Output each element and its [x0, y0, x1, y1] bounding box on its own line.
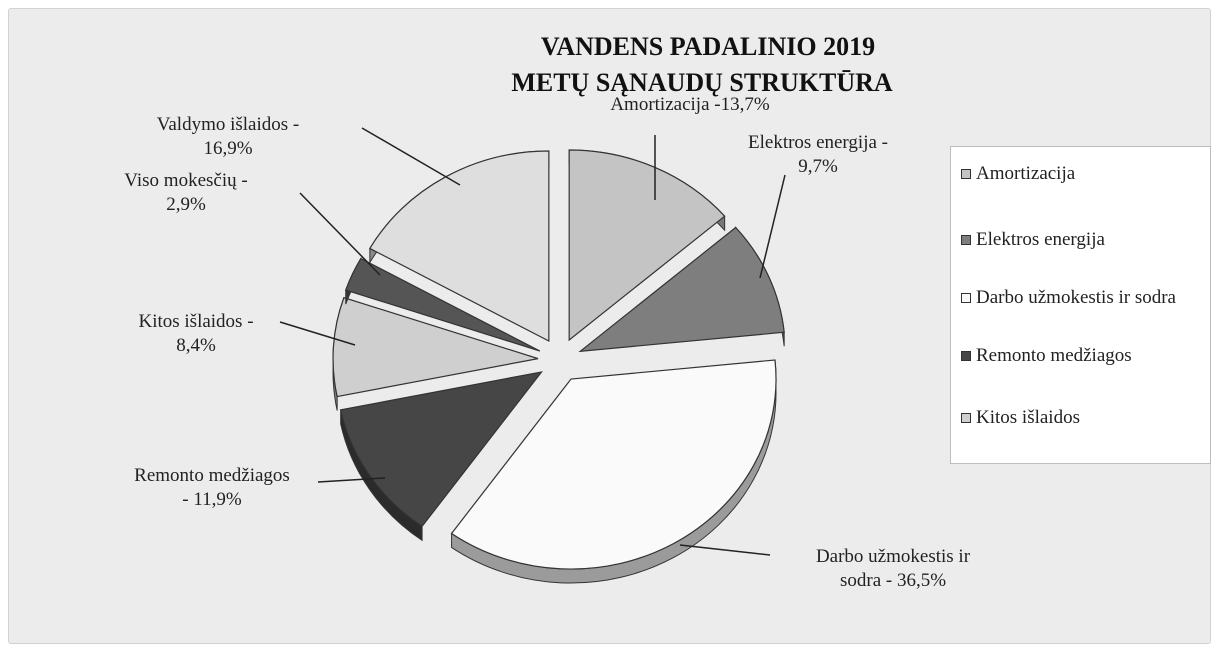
pie-slice-valdymo [368, 150, 550, 343]
legend-label: Kitos išlaidos [976, 407, 1080, 428]
pie-slice-top-kitos [332, 296, 539, 398]
slice-label-kitos: Kitos išlaidos -8,4% [138, 311, 253, 356]
pie-slice-top-elektros [578, 226, 785, 353]
legend-swatch [961, 293, 971, 303]
leader-line-kitos [279, 321, 356, 346]
legend-item: Kitos išlaidos [961, 405, 1206, 431]
chart-title-line-2: METŲ SĄNAUDŲ STRUKTŪRA [511, 68, 893, 97]
legend-swatch [961, 235, 971, 245]
chart-title: VANDENS PADALINIO 2019 METŲ SĄNAUDŲ STRU… [511, 32, 893, 97]
pie-slice-remonto [339, 371, 543, 542]
pie-slice-amortizacija [568, 149, 726, 342]
legend-label: Remonto medžiagos [976, 345, 1132, 366]
slice-labels: Amortizacija -13,7% Elektros energija -9,… [124, 94, 970, 591]
slice-label-remonto: Remonto medžiagos - 11,9% [134, 465, 290, 510]
legend-label: Elektros energija [976, 229, 1105, 250]
pie-slice-top-viso [344, 257, 541, 352]
chart-title-line-1: VANDENS PADALINIO 2019 [541, 32, 875, 61]
pie-slices [332, 149, 785, 584]
legend-item: Amortizacija [961, 161, 1206, 187]
leader-line-viso [299, 192, 381, 276]
legend-item: Remonto medžiagos [961, 343, 1206, 369]
legend-label: Darbo užmokestis ir sodra [976, 287, 1176, 308]
pie-slice-top-valdymo [368, 150, 550, 343]
pie-slice-viso [344, 256, 541, 352]
legend-swatch [961, 351, 971, 361]
chart-legend: Amortizacija Elektros energija Darbo užmok… [950, 146, 1211, 464]
pie-slice-darbo [450, 359, 777, 584]
leader-lines [279, 127, 786, 556]
pie-slice-kitos [332, 296, 539, 411]
leader-line-valdymo [361, 127, 461, 186]
pie-slice-top-remonto [339, 371, 543, 528]
slice-label-darbo: Darbo užmokestis ir sodra - 36,5% [816, 546, 971, 591]
pie-slice-top-darbo [450, 359, 777, 570]
legend-item: Elektros energija [961, 227, 1206, 253]
legend-swatch [961, 169, 971, 179]
leader-line-remonto [317, 477, 386, 483]
pie-slice-elektros [578, 226, 785, 353]
leader-line-elektros [759, 174, 786, 279]
legend-label: Amortizacija [976, 163, 1076, 184]
leader-line-darbo [679, 544, 771, 556]
slice-label-amortizacija: Amortizacija -13,7% [610, 94, 770, 115]
legend-swatch [961, 413, 971, 423]
slice-label-elektros: Elektros energija -9,7% [748, 132, 888, 177]
slice-label-valdymo: Valdymo išlaidos -16,9% [157, 114, 300, 159]
slice-label-viso: Viso mokesčių -2,9% [124, 170, 247, 215]
legend-item: Darbo užmokestis ir sodra [961, 285, 1206, 311]
